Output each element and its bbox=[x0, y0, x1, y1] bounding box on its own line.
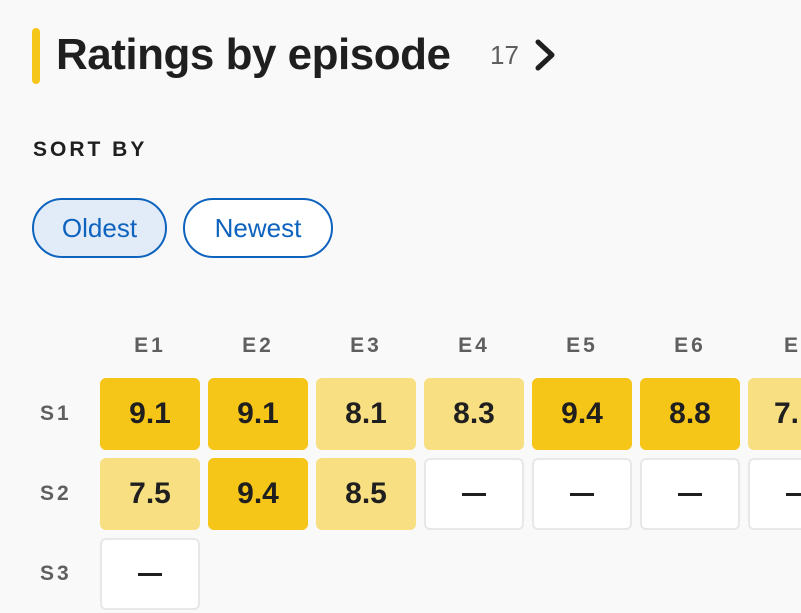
rating-cell-s1-e2[interactable]: 9.1 bbox=[208, 378, 308, 450]
no-rating-dash bbox=[462, 492, 486, 496]
chevron-right-icon[interactable] bbox=[530, 36, 560, 74]
sort-newest-chip[interactable]: Newest bbox=[183, 198, 333, 258]
row-header-s3: S3 bbox=[40, 562, 72, 585]
empty-cell-s3-e1 bbox=[100, 538, 200, 610]
column-header-e3: E3 bbox=[350, 334, 382, 357]
column-header-e2: E2 bbox=[242, 334, 274, 357]
empty-cell-s2-e4 bbox=[424, 458, 524, 530]
sort-oldest-chip[interactable]: Oldest bbox=[32, 198, 167, 258]
column-header-e1: E1 bbox=[134, 334, 166, 357]
title-accent-bar bbox=[32, 28, 40, 84]
column-header-e7: E bbox=[784, 334, 801, 357]
column-header-e5: E5 bbox=[566, 334, 598, 357]
empty-cell-s2-e6 bbox=[640, 458, 740, 530]
rating-cell-s1-e5[interactable]: 9.4 bbox=[532, 378, 632, 450]
rating-cell-s1-e6[interactable]: 8.8 bbox=[640, 378, 740, 450]
no-rating-dash bbox=[678, 492, 702, 496]
empty-cell-s2-e5 bbox=[532, 458, 632, 530]
rating-cell-s2-e2[interactable]: 9.4 bbox=[208, 458, 308, 530]
no-rating-dash bbox=[786, 492, 801, 496]
sort-by-label: SORT BY bbox=[33, 138, 148, 161]
rating-cell-s1-e4[interactable]: 8.3 bbox=[424, 378, 524, 450]
no-rating-dash bbox=[570, 492, 594, 496]
rating-cell-s1-e7[interactable]: 7. bbox=[748, 378, 801, 450]
column-header-e4: E4 bbox=[458, 334, 490, 357]
page-title: Ratings by episode bbox=[56, 30, 451, 79]
rating-cell-s1-e1[interactable]: 9.1 bbox=[100, 378, 200, 450]
rating-cell-s2-e3[interactable]: 8.5 bbox=[316, 458, 416, 530]
episode-count: 17 bbox=[490, 40, 519, 70]
empty-cell-s2-e7 bbox=[748, 458, 801, 530]
row-header-s2: S2 bbox=[40, 482, 72, 505]
no-rating-dash bbox=[138, 572, 162, 576]
rating-cell-s2-e1[interactable]: 7.5 bbox=[100, 458, 200, 530]
column-header-e6: E6 bbox=[674, 334, 706, 357]
row-header-s1: S1 bbox=[40, 402, 72, 425]
rating-cell-s1-e3[interactable]: 8.1 bbox=[316, 378, 416, 450]
